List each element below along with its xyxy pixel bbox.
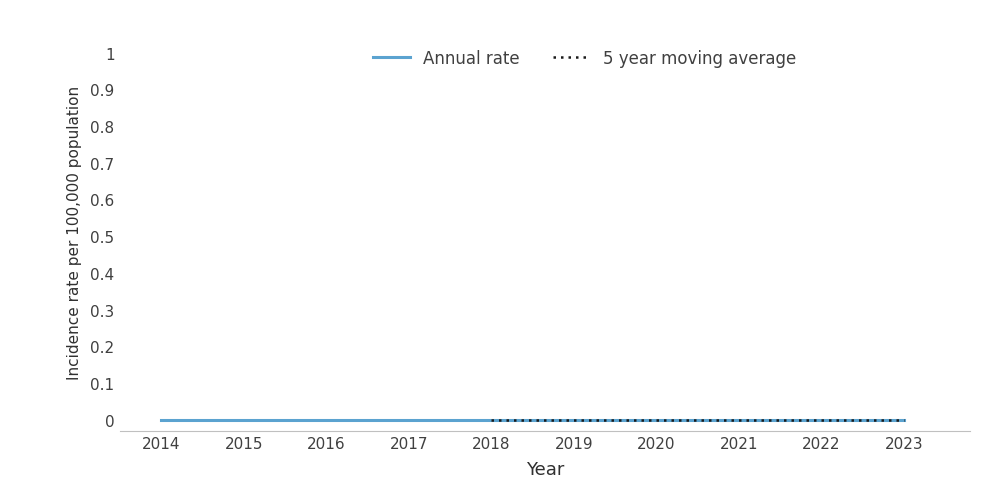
Legend: Annual rate, 5 year moving average: Annual rate, 5 year moving average (366, 44, 803, 75)
X-axis label: Year: Year (526, 460, 564, 477)
Y-axis label: Incidence rate per 100,000 population: Incidence rate per 100,000 population (67, 86, 82, 380)
